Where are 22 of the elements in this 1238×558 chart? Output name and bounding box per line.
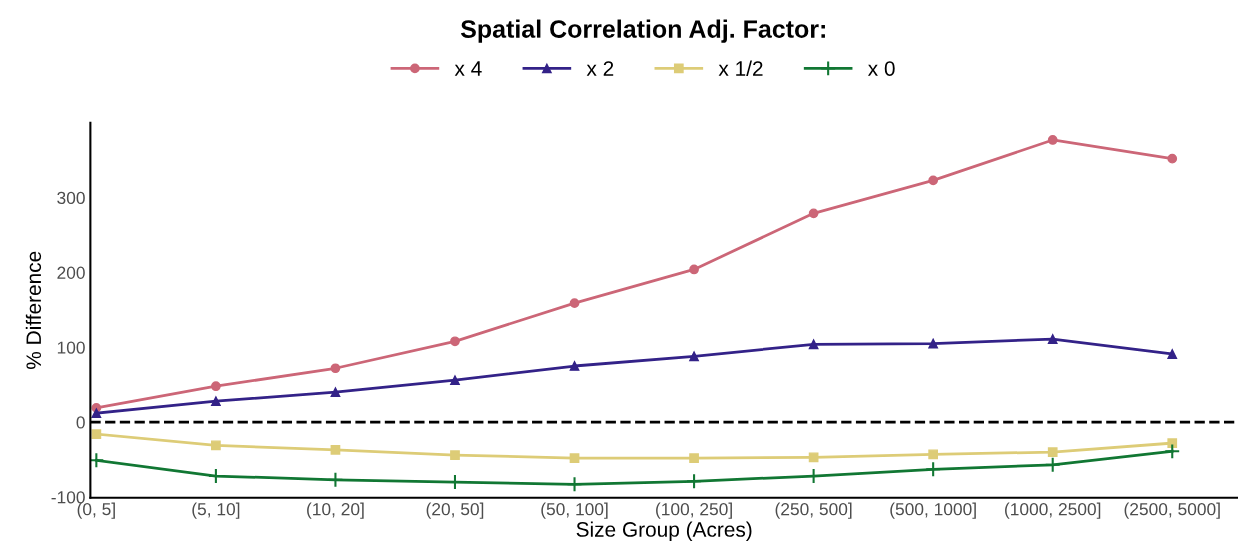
x-tick-label: (2500, 5000]: [1124, 502, 1220, 519]
legend-label: x 4: [454, 61, 482, 76]
y-tick-label: 300: [57, 191, 85, 205]
x-axis-title: Size Group (Acres): [576, 521, 752, 541]
legend-label: x 0: [867, 61, 895, 76]
chart-title: Spatial Correlation Adj. Factor:: [460, 19, 825, 43]
x-tick-label: (20, 50]: [426, 502, 484, 519]
y-axis-title: % Difference: [25, 251, 42, 369]
x-tick-label: (5, 10]: [192, 502, 240, 519]
x-tick-label: (500, 1000]: [890, 502, 976, 519]
x-tick-label: (1000, 2500]: [1005, 502, 1101, 519]
y-tick-label: 0: [76, 416, 85, 429]
x-tick-label: (0, 5]: [77, 502, 115, 519]
y-tick-label: 100: [57, 341, 85, 354]
x-tick-label: (250, 500]: [775, 502, 852, 519]
legend-label: x 2: [586, 61, 614, 76]
x-tick-label: (10, 20]: [307, 502, 364, 519]
y-tick-label: -100: [51, 491, 85, 504]
y-tick-label: 200: [57, 266, 85, 279]
legend-label: x 1/2: [718, 60, 763, 76]
x-tick-label: (50, 100]: [541, 502, 608, 519]
x-tick-label: (100, 250]: [656, 502, 732, 519]
